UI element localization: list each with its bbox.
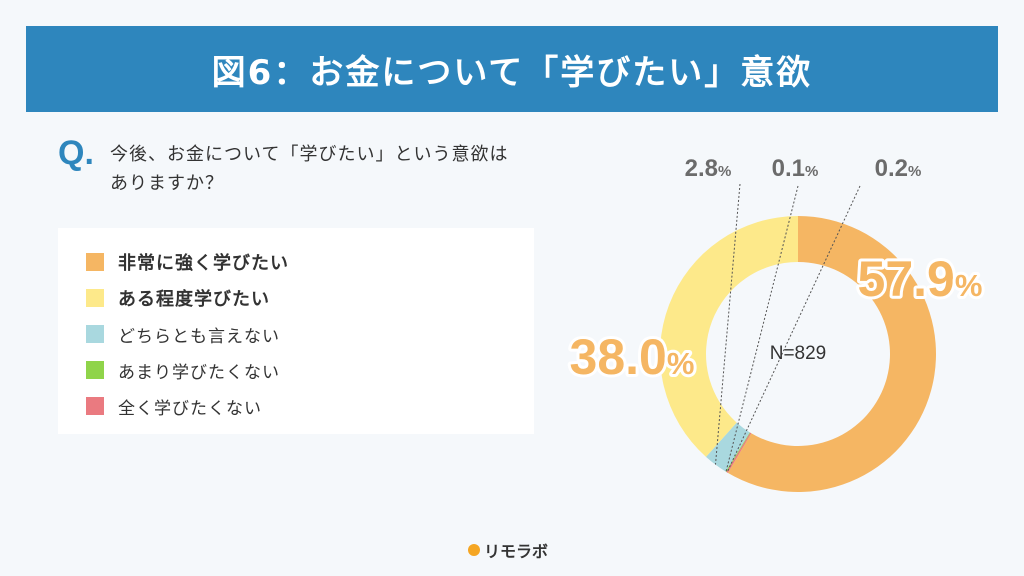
- legend-label: あまり学びたくない: [118, 362, 280, 383]
- donut-slice: [727, 216, 937, 492]
- legend-item: 非常に強く学びたい: [86, 244, 516, 280]
- leader-line: [726, 185, 861, 473]
- chart-legend: 非常に強く学びたい ある程度学びたい どちらとも言えない あまり学びたくない 全…: [58, 228, 534, 434]
- data-label: 57.9%: [858, 251, 983, 307]
- header-bar: 図6：お金について「学びたい」意欲: [26, 26, 998, 112]
- legend-swatch: [86, 361, 104, 379]
- legend-label: ある程度学びたい: [118, 289, 270, 310]
- donut-slice: [660, 216, 798, 457]
- brand-logo: リモラボ: [468, 538, 548, 562]
- legend-item: あまり学びたくない: [86, 352, 516, 388]
- donut-slice: [705, 422, 750, 472]
- center-label: N=829: [770, 343, 827, 364]
- legend-item: どちらとも言えない: [86, 316, 516, 352]
- data-label: 0.1%: [772, 155, 819, 182]
- legend-item: ある程度学びたい: [86, 280, 516, 316]
- legend-swatch: [86, 253, 104, 271]
- question-mark: Q.: [58, 134, 94, 172]
- data-label: 38.0%: [570, 329, 695, 385]
- data-label: 2.8%: [685, 155, 732, 182]
- legend-label: どちらとも言えない: [118, 326, 280, 347]
- page-title: 図6：お金について「学びたい」意欲: [211, 52, 813, 93]
- legend-label: 非常に強く学びたい: [118, 253, 289, 274]
- legend-swatch: [86, 289, 104, 307]
- data-label: 0.2%: [875, 155, 922, 182]
- legend-swatch: [86, 325, 104, 343]
- leader-line: [714, 183, 741, 465]
- legend-item: 全く学びたくない: [86, 388, 516, 424]
- donut-chart: N=829 57.9% 38.0% 2.8% 0.1% 0.2%: [567, 155, 985, 492]
- leader-line: [725, 185, 799, 472]
- logo-text: リモラボ: [484, 542, 549, 561]
- logo-mark-icon: [468, 544, 480, 556]
- legend-label: 全く学びたくない: [118, 398, 262, 419]
- legend-swatch: [86, 397, 104, 415]
- donut-slice: [726, 432, 752, 473]
- question-block: Q. 今後、お金について「学びたい」という意欲はありますか？: [58, 132, 528, 202]
- question-text: 今後、お金について「学びたい」という意欲はありますか？: [110, 144, 509, 194]
